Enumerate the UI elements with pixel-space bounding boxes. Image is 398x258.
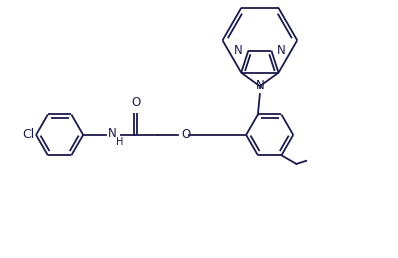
- Text: H: H: [116, 136, 123, 147]
- Text: N: N: [234, 44, 243, 57]
- Text: N: N: [107, 127, 116, 140]
- Text: O: O: [131, 96, 140, 109]
- Text: N: N: [277, 44, 286, 57]
- Text: N: N: [256, 79, 264, 92]
- Text: Cl: Cl: [22, 128, 34, 141]
- Text: O: O: [181, 128, 190, 141]
